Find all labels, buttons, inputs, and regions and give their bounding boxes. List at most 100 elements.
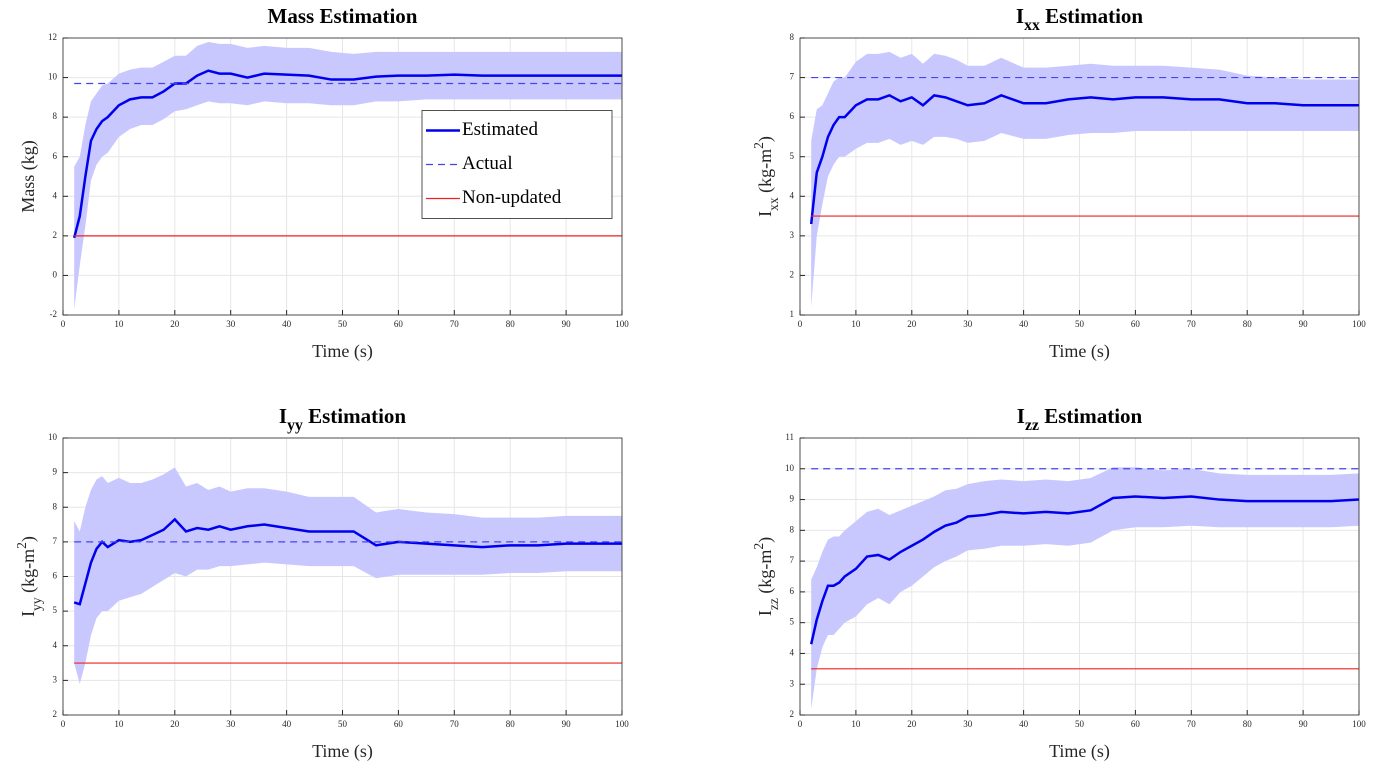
y-tick-label: -2 — [50, 309, 58, 319]
y-tick-label: 6 — [790, 586, 795, 596]
y-tick-label: 8 — [790, 524, 795, 534]
text-part: Estimation — [1040, 4, 1144, 28]
x-tick-label: 80 — [506, 319, 516, 329]
y-tick-label: 12 — [48, 32, 57, 42]
x-tick-label: 60 — [394, 719, 404, 729]
text-part: (kg-m — [755, 550, 776, 599]
x-tick-label: 0 — [61, 319, 66, 329]
y-tick-label: 8 — [53, 111, 58, 121]
y-tick-label: 10 — [48, 72, 58, 82]
x-tick-label: 70 — [1187, 719, 1197, 729]
text-part: Estimation — [303, 404, 407, 428]
x-tick-label: 50 — [1075, 319, 1085, 329]
y-tick-label: 2 — [790, 269, 795, 279]
text-part: (kg-m — [18, 549, 39, 598]
axes-box — [799, 437, 1360, 716]
y-tick-label: 9 — [53, 467, 58, 477]
text-part: 2 — [751, 142, 766, 149]
x-tick-label: 40 — [282, 719, 292, 729]
y-tick-label: 7 — [790, 555, 795, 565]
legend-label: Actual — [462, 153, 513, 174]
y-tick-label: 4 — [790, 190, 795, 200]
x-tick-label: 0 — [798, 719, 803, 729]
y-tick-label: 5 — [790, 151, 795, 161]
chart-title: Iyy Estimation — [279, 404, 407, 434]
text-part: Time (s) — [1049, 741, 1110, 762]
y-tick-label: 7 — [790, 72, 795, 82]
legend: Estimated Actual Non-updated — [421, 110, 613, 219]
y-tick-label: 1 — [790, 309, 795, 319]
y-tick-label: 9 — [790, 494, 795, 504]
subplot: 0 10 20 30 40 50 60 70 80 90 100 2 3 4 5 6 7 8 9 10 11 Izz Es… — [751, 404, 1367, 762]
text-part: xx — [766, 197, 781, 211]
y-tick-label: 4 — [53, 640, 58, 650]
x-tick-label: 100 — [615, 719, 629, 729]
y-tick-label: 2 — [790, 709, 795, 719]
text-part: yy — [287, 417, 303, 434]
text-part: zz — [766, 598, 781, 610]
y-tick-label: 10 — [48, 432, 58, 442]
x-tick-label: 100 — [1352, 719, 1366, 729]
text-part: I — [755, 610, 775, 616]
x-tick-label: 30 — [963, 319, 973, 329]
x-tick-label: 20 — [170, 719, 180, 729]
x-tick-label: 40 — [1019, 719, 1029, 729]
y-tick-label: 7 — [53, 536, 58, 546]
text-part: (kg-m — [755, 149, 776, 198]
x-tick-label: 30 — [963, 719, 973, 729]
x-tick-label: 20 — [907, 319, 917, 329]
x-axis-label: Time (s) — [1049, 741, 1110, 762]
x-tick-label: 90 — [1299, 719, 1309, 729]
subplot: 0 10 20 30 40 50 60 70 80 90 100 2 3 4 5 6 7 8 9 10 Iyy Esti… — [14, 404, 630, 762]
x-tick-label: 30 — [226, 319, 236, 329]
x-tick-label: 20 — [170, 319, 180, 329]
x-axis-label: Time (s) — [1049, 341, 1110, 362]
y-tick-label: 8 — [790, 32, 795, 42]
chart-title: Izz Estimation — [1017, 404, 1143, 434]
text-part: xx — [1024, 17, 1040, 34]
confidence-band — [811, 51, 1359, 308]
y-axis-label: Ixx (kg-m2) — [751, 136, 781, 217]
axes-box — [799, 37, 1360, 316]
y-tick-label: 8 — [53, 501, 58, 511]
text-part: 2 — [14, 542, 29, 549]
x-tick-label: 20 — [907, 719, 917, 729]
text-part: 2 — [751, 543, 766, 550]
x-axis-label: Time (s) — [312, 741, 373, 762]
x-tick-label: 10 — [114, 319, 124, 329]
y-tick-label: 6 — [53, 151, 58, 161]
y-tick-label: 5 — [790, 617, 795, 627]
y-tick-label: 0 — [53, 269, 58, 279]
x-tick-label: 0 — [61, 719, 66, 729]
text-part: ) — [755, 136, 776, 142]
text-part: ) — [18, 536, 39, 542]
text-part: ) — [755, 537, 776, 543]
x-tick-label: 80 — [506, 719, 516, 729]
axes-box — [62, 437, 623, 716]
x-tick-label: 100 — [1352, 319, 1366, 329]
x-tick-label: 50 — [338, 319, 348, 329]
x-tick-label: 80 — [1243, 319, 1253, 329]
y-axis-label: Izz (kg-m2) — [751, 537, 781, 616]
x-tick-label: 90 — [562, 319, 572, 329]
legend-label: Estimated — [462, 119, 538, 140]
x-tick-label: 90 — [562, 719, 572, 729]
x-tick-label: 40 — [1019, 319, 1029, 329]
y-tick-label: 11 — [785, 432, 794, 442]
x-tick-label: 10 — [851, 319, 861, 329]
y-tick-label: 4 — [790, 648, 795, 658]
x-tick-label: 10 — [851, 719, 861, 729]
x-tick-label: 60 — [394, 319, 404, 329]
series-line — [73, 517, 622, 606]
x-tick-label: 80 — [1243, 719, 1253, 729]
y-tick-label: 3 — [53, 674, 58, 684]
series-line — [809, 94, 1359, 225]
x-tick-label: 70 — [450, 319, 460, 329]
confidence-band — [74, 467, 623, 684]
y-tick-label: 3 — [790, 678, 795, 688]
text-part: Time (s) — [1049, 341, 1110, 362]
text-part: zz — [1025, 417, 1039, 434]
x-tick-label: 90 — [1299, 319, 1309, 329]
